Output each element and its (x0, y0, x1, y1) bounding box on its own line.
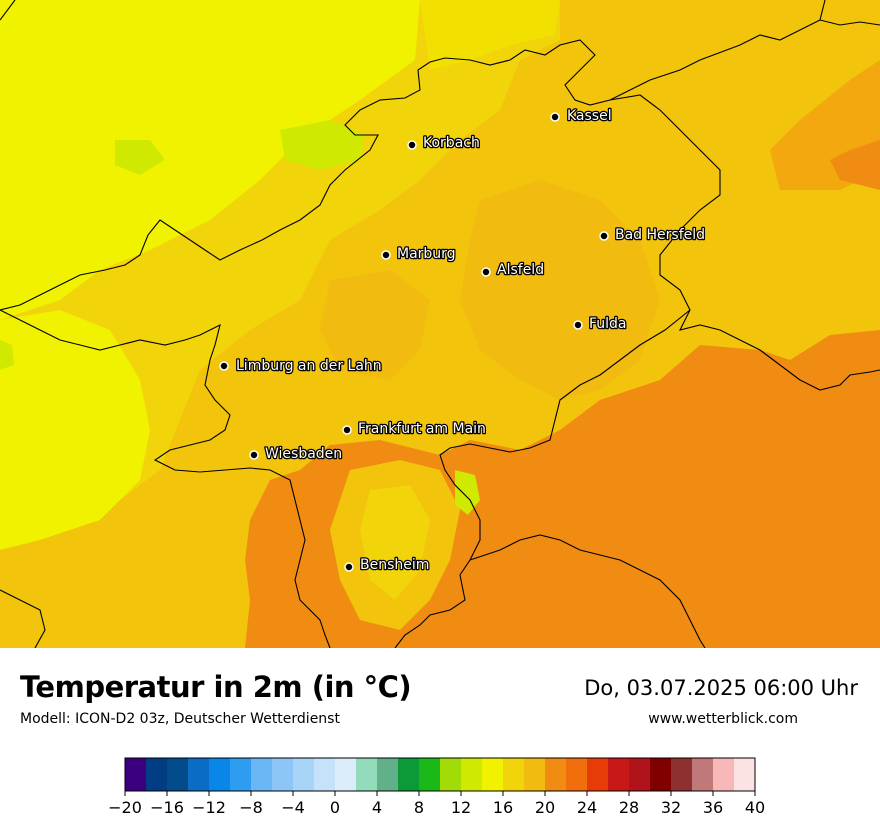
legend-cell (671, 758, 693, 791)
legend-cells (125, 758, 756, 791)
city-label-fulda: Fulda (589, 316, 627, 332)
legend-frame (124, 757, 756, 792)
cool-spot-south (455, 470, 480, 515)
cold-patch-north (280, 120, 365, 170)
legend-cell (419, 758, 441, 791)
city-marker-marburg: Marburg (381, 245, 457, 263)
cool-zone-far-north (420, 0, 560, 70)
legend-cell (314, 758, 336, 791)
city-marker-bad-hersfeld: Bad Hersfeld (599, 226, 706, 244)
temperature-map: Kassel Korbach Bad Hersfeld Marburg Alsf… (0, 0, 880, 648)
legend-tick-label: −20 (108, 798, 142, 817)
legend-cell (440, 758, 462, 791)
city-label-limburg: Limburg an der Lahn (236, 358, 382, 374)
legend-tick-label: 16 (493, 798, 513, 817)
legend-cell (566, 758, 588, 791)
city-label-wiesbaden: Wiesbaden (265, 446, 342, 462)
legend-cell (692, 758, 714, 791)
border-north-east-small (819, 19, 880, 26)
city-label-kassel: Kassel (567, 108, 612, 124)
city-label-korbach: Korbach (423, 135, 480, 151)
city-label-alsfeld: Alsfeld (497, 262, 544, 278)
legend-cell (293, 758, 315, 791)
legend-cell (461, 758, 483, 791)
legend-cell (713, 758, 735, 791)
chart-title: Temperatur in 2m (in °C) (20, 670, 412, 704)
legend-cell (398, 758, 420, 791)
city-label-bad-hersfeld: Bad Hersfeld (615, 227, 705, 243)
border-hesse-southeast (394, 309, 691, 648)
border-hesse-north (0, 0, 826, 311)
legend-cell (230, 758, 252, 791)
legend-cell (251, 758, 273, 791)
legend-tick-label: 20 (535, 798, 555, 817)
legend-ticks: −20 −16 −12 −8 −4 0 4 8 12 16 20 24 28 32 36 40 (108, 791, 765, 817)
legend-tick-label: 36 (703, 798, 723, 817)
website-credit: www.wetterblick.com (648, 711, 798, 727)
legend-cell (188, 758, 210, 791)
legend-tick-label: 12 (451, 798, 471, 817)
border-bavaria-south (469, 534, 706, 648)
legend-cell (209, 758, 231, 791)
legend-cell (650, 758, 672, 791)
model-info: Modell: ICON-D2 03z, Deutscher Wetterdie… (20, 711, 340, 727)
legend-tick-label: 24 (577, 798, 597, 817)
legend-cell (524, 758, 546, 791)
legend-cell (335, 758, 357, 791)
city-marker-alsfeld: Alsfeld (481, 261, 545, 279)
legend-colorbar: −20 −16 −12 −8 −4 0 4 8 12 16 20 24 28 32 36 40 (108, 757, 765, 817)
city-marker-limburg: Limburg an der Lahn (219, 357, 383, 375)
city-marker-bensheim: Bensheim (344, 556, 431, 574)
legend-tick-label: −16 (150, 798, 184, 817)
legend-tick-label: −4 (281, 798, 305, 817)
legend-tick-label: −12 (192, 798, 226, 817)
warm-zone-ne-orange (830, 140, 880, 190)
map-footer: Temperatur in 2m (in °C) Modell: ICON-D2… (0, 648, 880, 830)
valid-datetime: Do, 03.07.2025 06:00 Uhr (584, 676, 858, 700)
city-marker-kassel: Kassel (550, 107, 613, 125)
legend-tick-label: 0 (330, 798, 340, 817)
city-label-bensheim: Bensheim (360, 557, 429, 573)
legend-cell (377, 758, 399, 791)
city-marker-frankfurt: Frankfurt am Main (342, 420, 487, 438)
city-markers: Kassel Korbach Bad Hersfeld Marburg Alsf… (219, 107, 706, 574)
legend-cell (587, 758, 609, 791)
border-hesse-west (0, 309, 331, 648)
legend-cell (482, 758, 504, 791)
city-marker-fulda: Fulda (573, 315, 628, 333)
legend-cell (629, 758, 651, 791)
legend-cell (503, 758, 525, 791)
legend-tick-label: 8 (414, 798, 424, 817)
border-northwest-corner (0, 0, 16, 21)
temperature-legend: −20 −16 −12 −8 −4 0 4 8 12 16 20 24 28 32 36 40 (100, 748, 780, 830)
legend-cell (146, 758, 168, 791)
legend-cell (356, 758, 378, 791)
cold-patch-northwest (115, 140, 165, 175)
cool-zone-west (0, 0, 420, 320)
legend-tick-label: 40 (745, 798, 765, 817)
legend-cell (125, 758, 147, 791)
city-label-marburg: Marburg (397, 246, 456, 262)
legend-tick-label: −8 (239, 798, 263, 817)
center-zone (460, 180, 660, 400)
map-canvas: Kassel Korbach Bad Hersfeld Marburg Alsf… (0, 0, 880, 648)
city-marker-wiesbaden: Wiesbaden (249, 445, 343, 463)
legend-cell (272, 758, 294, 791)
cool-zone-southwest (0, 310, 150, 550)
legend-cell (545, 758, 567, 791)
legend-tick-label: 4 (372, 798, 382, 817)
state-borders (0, 0, 880, 648)
border-southwest-corner (0, 589, 46, 648)
cold-patch-west (0, 340, 14, 370)
legend-cell (167, 758, 189, 791)
legend-cell (608, 758, 630, 791)
city-marker-korbach: Korbach (407, 134, 481, 152)
legend-tick-label: 28 (619, 798, 639, 817)
city-label-frankfurt: Frankfurt am Main (358, 421, 486, 437)
legend-cell (734, 758, 756, 791)
mild-zone-south-center (360, 485, 430, 600)
legend-tick-label: 32 (661, 798, 681, 817)
center-zone-west (320, 270, 430, 380)
